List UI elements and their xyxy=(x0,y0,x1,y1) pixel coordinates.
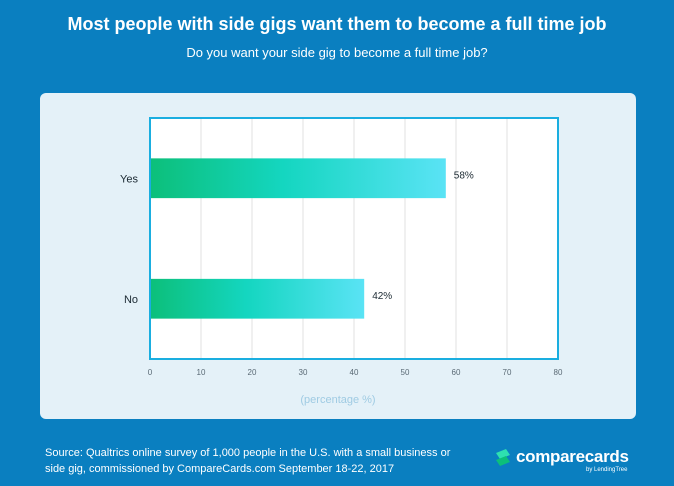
value-label: 58% xyxy=(454,170,474,181)
value-label: 42% xyxy=(372,291,392,302)
plot-frame xyxy=(149,117,559,360)
chart-card: Yes 58% No 42% 0 10 20 30 40 50 60 70 80 (percentag… xyxy=(40,93,636,419)
chart-subtitle: Do you want your side gig to become a fu… xyxy=(186,45,488,60)
logo-byline: by LendingTree xyxy=(586,467,628,473)
logo-wordmark: comparecards xyxy=(516,447,629,466)
x-tick-label: 70 xyxy=(503,368,512,377)
comparecards-icon xyxy=(496,449,510,466)
source-line-2: side gig, commissioned by CompareCards.c… xyxy=(45,463,395,475)
bar-yes xyxy=(150,158,446,199)
x-tick-label: 50 xyxy=(401,368,410,377)
x-tick-label: 40 xyxy=(350,368,359,377)
x-tick-label: 0 xyxy=(148,368,153,377)
category-label: Yes xyxy=(120,173,138,185)
bar-chart: Yes 58% No 42% 0 10 20 30 40 50 60 70 80 (percentag… xyxy=(120,117,563,406)
source-note: Source: Qualtrics online survey of 1,000… xyxy=(45,445,465,477)
x-tick-label: 10 xyxy=(197,368,206,377)
chart-title: Most people with side gigs want them to … xyxy=(67,14,607,34)
x-tick-label: 20 xyxy=(248,368,257,377)
category-label: No xyxy=(124,294,138,306)
bar-no xyxy=(150,278,365,319)
x-axis-label: (percentage %) xyxy=(300,394,375,406)
x-tick-label: 80 xyxy=(554,368,563,377)
source-line-1: Source: Qualtrics online survey of 1,000… xyxy=(45,447,451,459)
comparecards-logo: comparecards by LendingTree xyxy=(494,445,634,475)
x-tick-label: 30 xyxy=(299,368,308,377)
x-tick-label: 60 xyxy=(452,368,461,377)
